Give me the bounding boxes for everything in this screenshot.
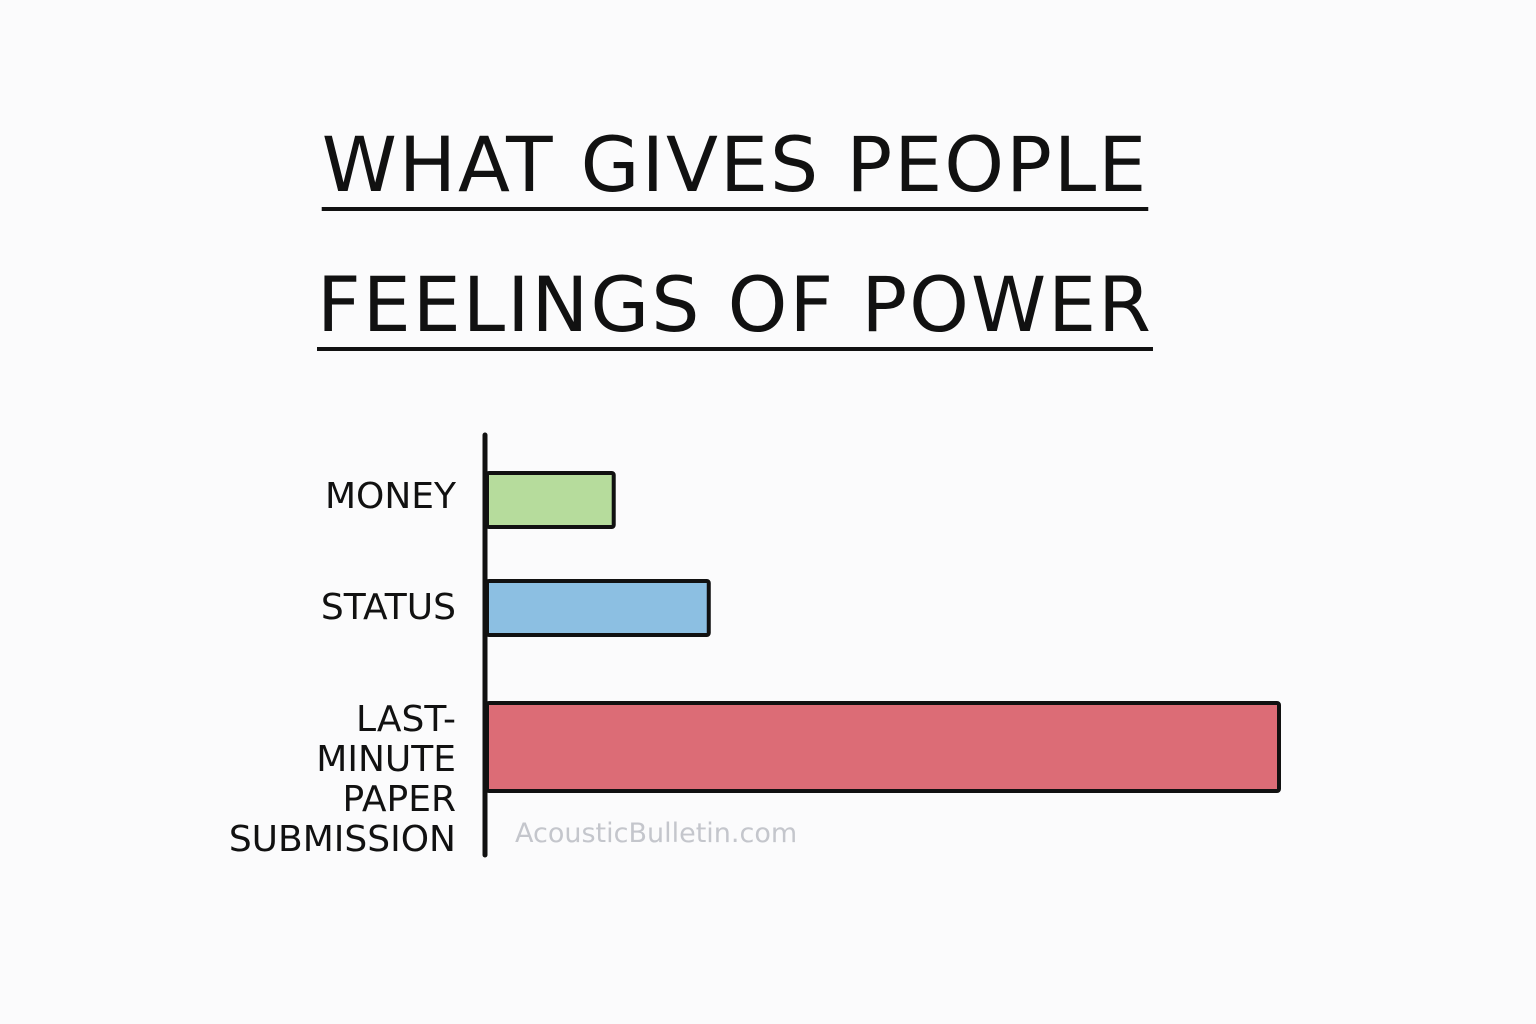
- category-label: STATUS: [320, 587, 456, 628]
- category-label: MONEY: [324, 476, 456, 517]
- watermark: AcousticBulletin.com: [515, 818, 798, 849]
- category-label: LAST- MINUTE PAPER SUBMISSION: [228, 699, 456, 860]
- bar: [485, 701, 1281, 793]
- chart-title: WHAT GIVES PEOPLE FEELINGS OF POWER: [317, 120, 1153, 349]
- bar: [485, 471, 616, 529]
- bar: [485, 579, 711, 637]
